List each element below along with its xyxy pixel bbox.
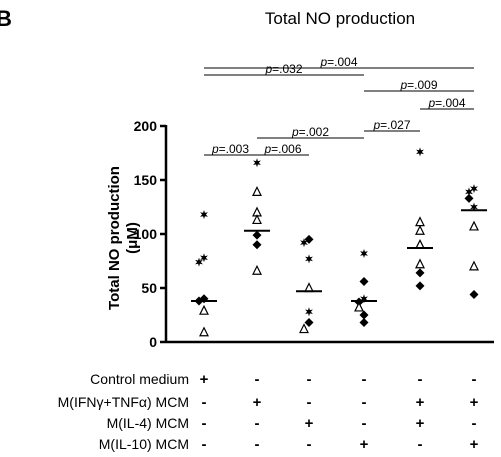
- p-value-label: p=.004: [427, 96, 465, 110]
- condition-symbol: -: [362, 415, 367, 432]
- data-point-star: [465, 187, 473, 197]
- data-point-diamond: [252, 240, 262, 250]
- condition-symbol: -: [202, 415, 207, 432]
- condition-symbol: -: [202, 436, 207, 453]
- data-point-diamond: [359, 310, 369, 320]
- y-tick-label: 150: [134, 172, 158, 188]
- plot-area: 0 50 100 150 200: [134, 118, 494, 350]
- panel-label: B: [0, 6, 12, 31]
- data-point-star: [200, 253, 208, 263]
- condition-symbol: -: [307, 436, 312, 453]
- data-point-star: [305, 307, 313, 317]
- data-point-triangle: [252, 264, 262, 275]
- data-point-diamond: [464, 193, 474, 203]
- data-point-triangle: [415, 224, 425, 235]
- gamma-symbol: γ: [97, 394, 104, 410]
- p-value-label: p=.006: [263, 142, 301, 156]
- data-point-triangle: [415, 216, 425, 227]
- condition-symbol: -: [307, 394, 312, 411]
- data-point-star: [360, 248, 368, 258]
- y-tick-label: 200: [134, 118, 158, 134]
- condition-symbol: +: [416, 415, 425, 432]
- data-point-diamond: [415, 268, 425, 278]
- condition-symbol: -: [418, 436, 423, 453]
- data-point-diamond: [359, 318, 369, 328]
- condition-symbol: -: [307, 371, 312, 388]
- y-axis-title: Total NO production (μM): [106, 166, 141, 310]
- condition-symbol: -: [362, 371, 367, 388]
- data-point-triangle: [354, 301, 364, 312]
- condition-symbol: -: [472, 371, 477, 388]
- chart-title: Total NO production: [265, 9, 415, 28]
- data-point-triangle: [469, 260, 479, 271]
- y-axis-label-line1: Total NO production: [106, 166, 123, 310]
- data-point-triangle: [299, 323, 309, 334]
- data-point-star: [195, 257, 203, 267]
- condition-label-ifng-tnfa: M(IFNγ+TNFα) MCM: [58, 394, 189, 410]
- data-point-diamond: [469, 289, 479, 299]
- condition-symbol: +: [305, 415, 314, 432]
- condition-symbol: +: [416, 394, 425, 411]
- data-point-triangle: [199, 304, 209, 315]
- condition-label-control: Control medium: [90, 371, 189, 387]
- y-tick-label: 100: [134, 226, 158, 242]
- data-point-star: [470, 202, 478, 212]
- data-point-diamond: [304, 318, 314, 328]
- data-point-triangle: [415, 258, 425, 269]
- p-value-label: p=.032: [264, 62, 302, 76]
- condition-symbol: +: [470, 436, 479, 453]
- y-tick-label: 0: [149, 334, 157, 350]
- condition-symbol: -: [472, 415, 477, 432]
- p-value-label: p=.004: [319, 55, 357, 69]
- condition-symbol: +: [470, 394, 479, 411]
- y-axis-label-line2: (μM): [124, 222, 141, 254]
- condition-symbol: -: [255, 436, 260, 453]
- data-point-star: [253, 158, 261, 168]
- data-point-triangle: [199, 326, 209, 337]
- data-point-star: [200, 210, 208, 220]
- data-point-diamond: [415, 281, 425, 291]
- p-value-label: p=.003: [211, 142, 249, 156]
- condition-label-il10: M(IL-10) MCM: [99, 436, 189, 452]
- condition-symbol: +: [360, 436, 369, 453]
- y-tick-label: 50: [141, 280, 157, 296]
- data-point-star: [305, 254, 313, 264]
- data-point-triangle: [469, 220, 479, 231]
- significance-brackets: p=.004 p=.032 p=.009 p=.004 p=.002 p=.027 p=.0…: [204, 55, 474, 156]
- condition-table: Control medium M(IFNγ+TNFα) MCM M(IL-4) …: [58, 371, 479, 453]
- data-point-star: [300, 238, 308, 248]
- condition-symbol: -: [362, 394, 367, 411]
- data-point-triangle: [252, 214, 262, 225]
- data-point-star: [470, 184, 478, 194]
- p-value-label: p=.009: [399, 78, 437, 92]
- data-point-diamond: [252, 230, 262, 240]
- condition-symbol: -: [255, 415, 260, 432]
- condition-symbol: -: [418, 371, 423, 388]
- data-point-star: [416, 147, 424, 157]
- data-point-triangle: [252, 186, 262, 196]
- alpha-symbol: α: [139, 394, 147, 410]
- condition-symbol: -: [202, 394, 207, 411]
- condition-symbol: -: [255, 371, 260, 388]
- data-point-star: [360, 294, 368, 304]
- p-value-label: p=.027: [372, 118, 410, 132]
- condition-label-il4: M(IL-4) MCM: [107, 415, 189, 431]
- condition-symbol: +: [200, 371, 209, 388]
- p-value-label: p=.002: [291, 125, 329, 139]
- condition-symbol: +: [253, 394, 262, 411]
- data-point-diamond: [359, 277, 369, 287]
